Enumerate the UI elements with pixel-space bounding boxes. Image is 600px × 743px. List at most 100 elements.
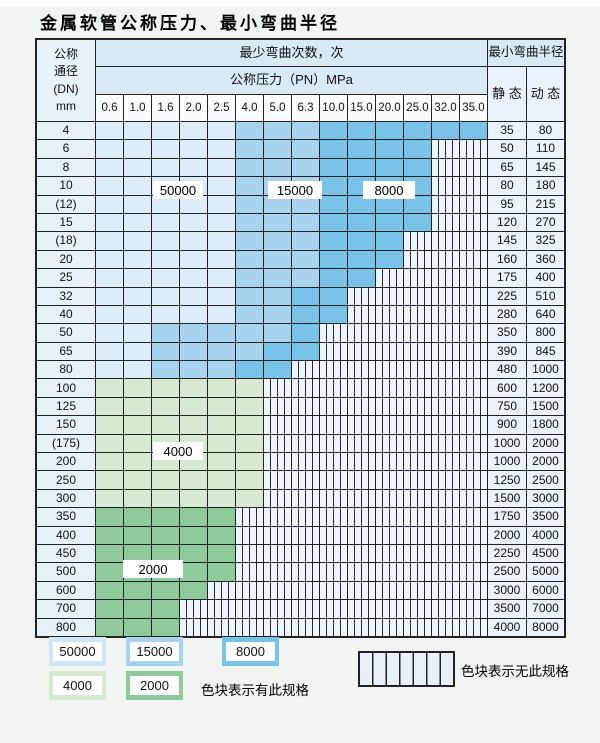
pressure-col-header: 0.6 bbox=[96, 95, 123, 121]
grid-cell bbox=[460, 213, 487, 232]
grid-cell bbox=[460, 250, 487, 269]
grid-cell bbox=[264, 600, 291, 618]
static-value: 1500 bbox=[488, 489, 526, 508]
grid-cell bbox=[208, 397, 235, 416]
grid-cell bbox=[236, 305, 263, 324]
table-wrapper: 公称 通径 (DN) mm 最少弯曲次数，次 最小弯曲半径 公称压力（PN）MP… bbox=[35, 38, 566, 638]
grid-cell bbox=[320, 379, 347, 397]
static-value: 160 bbox=[488, 250, 526, 269]
band-count-label: 50000 bbox=[153, 181, 203, 199]
grid-cell bbox=[292, 342, 319, 361]
grid-cell bbox=[460, 342, 487, 361]
grid-cell bbox=[96, 324, 123, 342]
grid-cell bbox=[292, 563, 319, 581]
grid-cell bbox=[320, 195, 347, 213]
legend-has-spec-note: 色块表示有此规格 bbox=[201, 683, 309, 698]
static-value: 280 bbox=[488, 305, 526, 324]
grid-cell bbox=[348, 563, 375, 581]
grid-cell bbox=[432, 600, 459, 618]
dynamic-value: 110 bbox=[527, 140, 564, 158]
band-count-label: 4000 bbox=[153, 442, 203, 460]
grid-cell bbox=[264, 324, 291, 342]
grid-cell bbox=[264, 453, 291, 471]
grid-cell bbox=[96, 287, 123, 305]
page-top-strip bbox=[0, 0, 600, 7]
grid-cell bbox=[152, 471, 179, 489]
grid-cell bbox=[348, 342, 375, 361]
grid-cell bbox=[348, 213, 375, 232]
grid-cell bbox=[432, 158, 459, 177]
grid-cell bbox=[236, 232, 263, 250]
dn-row-label: 600 bbox=[37, 581, 95, 600]
band-count-label: 2000 bbox=[123, 560, 183, 578]
grid-cell bbox=[348, 324, 375, 342]
grid-cell bbox=[348, 544, 375, 563]
grid-cell bbox=[320, 213, 347, 232]
grid-cell bbox=[96, 397, 123, 416]
grid-cell bbox=[348, 287, 375, 305]
dn-row-label: 125 bbox=[37, 397, 95, 416]
grid-cell bbox=[152, 305, 179, 324]
grid-cell bbox=[404, 342, 431, 361]
grid-cell bbox=[180, 195, 207, 213]
grid-cell bbox=[432, 508, 459, 526]
grid-cell bbox=[432, 416, 459, 434]
grid-cell bbox=[264, 195, 291, 213]
dn-row-label: 200 bbox=[37, 453, 95, 471]
page-title: 金属软管公称压力、最小弯曲半径 bbox=[40, 14, 340, 34]
grid-cell bbox=[460, 489, 487, 508]
grid-cell bbox=[320, 434, 347, 453]
grid-cell bbox=[292, 453, 319, 471]
grid-cell bbox=[460, 416, 487, 434]
grid-cell bbox=[264, 140, 291, 158]
grid-cell bbox=[432, 618, 459, 636]
pressure-col-header: 20.0 bbox=[376, 95, 403, 121]
grid-cell bbox=[208, 489, 235, 508]
grid-cell bbox=[180, 581, 207, 600]
grid-cell bbox=[292, 489, 319, 508]
dn-row-label: 50 bbox=[37, 324, 95, 342]
grid-cell bbox=[432, 544, 459, 563]
grid-cell bbox=[432, 269, 459, 287]
grid-cell bbox=[208, 526, 235, 544]
grid-cell bbox=[152, 361, 179, 379]
grid-cell bbox=[96, 544, 123, 563]
grid-cell bbox=[124, 177, 151, 195]
grid-cell bbox=[180, 324, 207, 342]
grid-cell bbox=[320, 342, 347, 361]
grid-cell bbox=[320, 618, 347, 636]
grid-cell bbox=[432, 250, 459, 269]
grid-cell bbox=[348, 600, 375, 618]
grid-cell bbox=[376, 434, 403, 453]
corner-line-3: (DN) bbox=[53, 81, 79, 96]
grid-cell bbox=[180, 544, 207, 563]
dynamic-value: 2000 bbox=[527, 453, 564, 471]
grid-cell bbox=[460, 526, 487, 544]
grid-cell bbox=[292, 195, 319, 213]
grid-cell bbox=[292, 526, 319, 544]
dn-row-label: 400 bbox=[37, 526, 95, 544]
grid-cell bbox=[208, 250, 235, 269]
grid-cell bbox=[404, 324, 431, 342]
grid-cell bbox=[432, 471, 459, 489]
corner-dn-header: 公称 通径 (DN) mm bbox=[37, 40, 95, 121]
grid-cell bbox=[236, 416, 263, 434]
static-value: 900 bbox=[488, 416, 526, 434]
grid-cell bbox=[404, 158, 431, 177]
grid-cell bbox=[404, 379, 431, 397]
grid-cell bbox=[348, 122, 375, 140]
grid-cell bbox=[264, 122, 291, 140]
grid-cell bbox=[152, 544, 179, 563]
grid-cell bbox=[152, 140, 179, 158]
grid-cell bbox=[432, 361, 459, 379]
grid-cell bbox=[236, 508, 263, 526]
band-count-label: 8000 bbox=[363, 181, 415, 199]
grid-cell bbox=[208, 453, 235, 471]
grid-cell bbox=[348, 526, 375, 544]
grid-cell bbox=[348, 361, 375, 379]
grid-cell bbox=[180, 213, 207, 232]
grid-cell bbox=[124, 269, 151, 287]
grid-cell bbox=[124, 250, 151, 269]
grid-cell bbox=[292, 140, 319, 158]
grid-cell bbox=[124, 416, 151, 434]
